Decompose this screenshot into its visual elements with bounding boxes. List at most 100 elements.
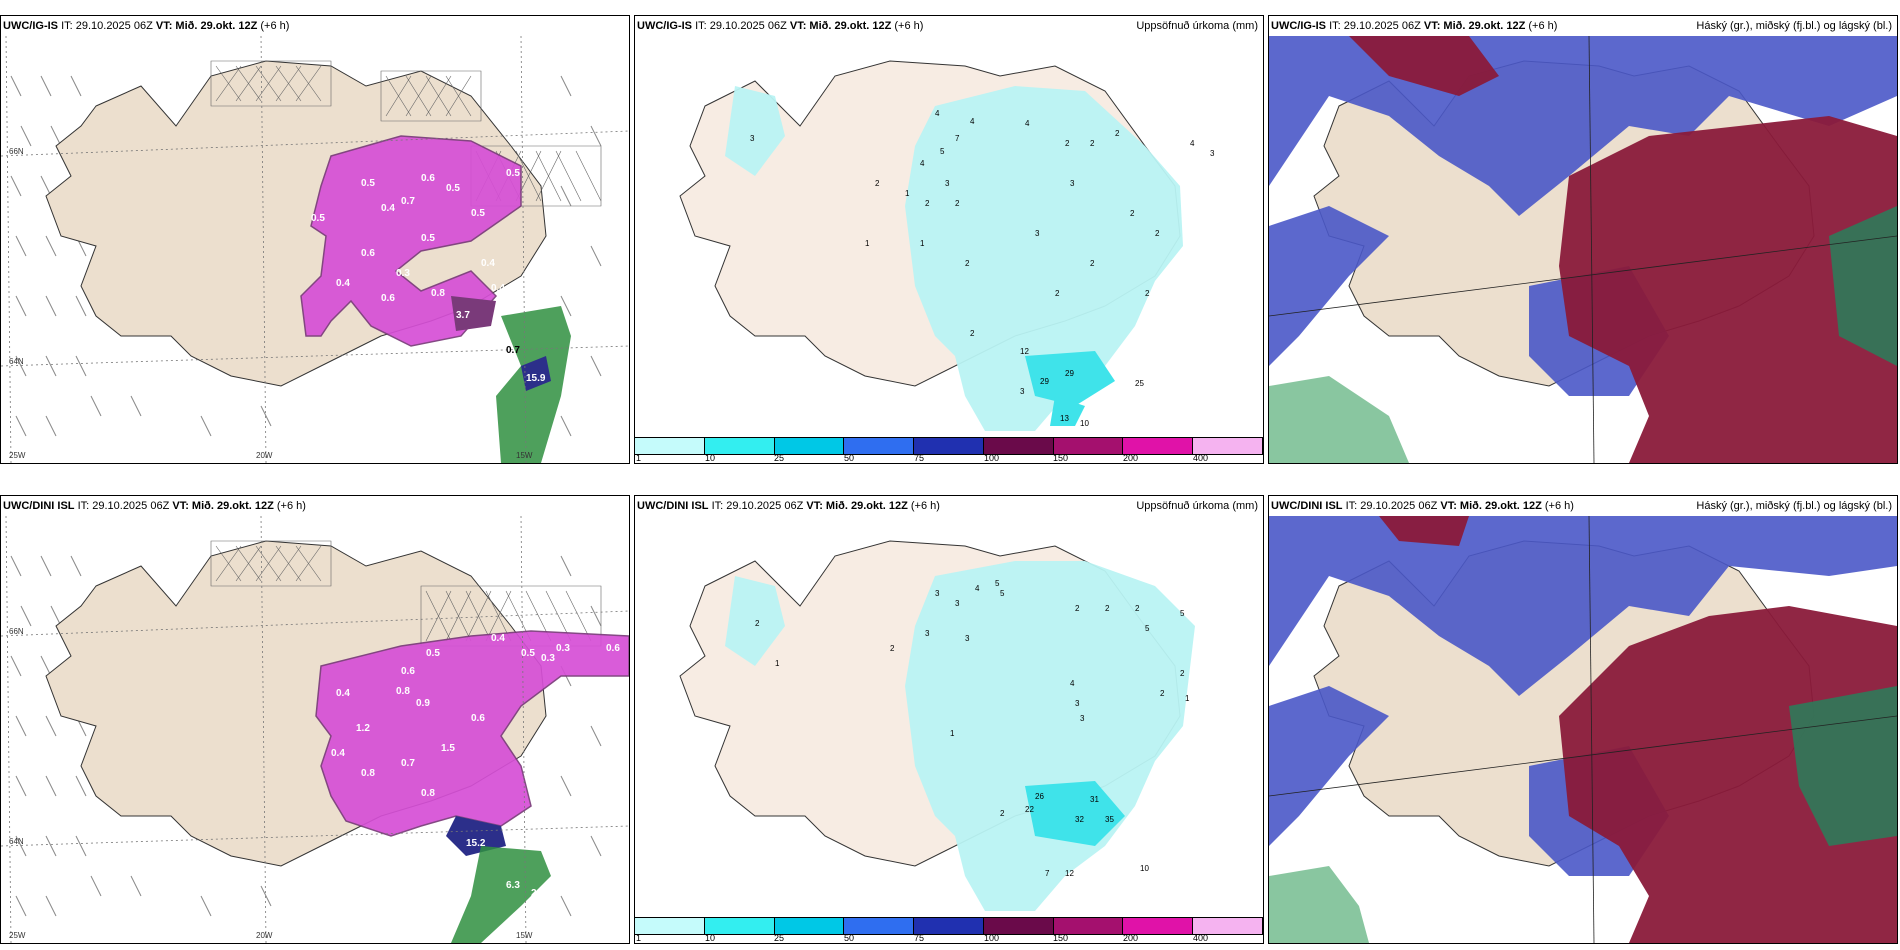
value-label: 1: [775, 659, 780, 668]
value-label: 2: [970, 329, 975, 338]
colorbar-tick: 200: [1123, 453, 1139, 463]
colorbar-tick: 50: [844, 453, 855, 463]
colorbar: 1 10 25 50 75 100 150 200 400: [635, 917, 1263, 943]
snow-values: 0.6 0.5 0.4 0.7 0.5 0.6 0.4 0.3 0.5 0.6 …: [311, 168, 546, 384]
snow-area: [300, 135, 522, 347]
snow-values: 0.4 0.5 0.6 0.8 0.9 1.2 0.6 0.4 0.3 0.5 …: [331, 633, 620, 899]
value-label: 0.5: [311, 213, 325, 224]
it-label: IT: 29.10.2025 06Z: [61, 20, 153, 32]
graticule: [1, 36, 629, 463]
value-label: 0.5: [506, 168, 520, 179]
colorbar-tick: 400: [1193, 453, 1209, 463]
value-label: 2: [1155, 229, 1160, 238]
value-label: 2: [925, 199, 930, 208]
colorbar-tick: 150: [1053, 453, 1069, 463]
lead-label: (+6 h): [910, 500, 940, 512]
precip-area: [905, 561, 1195, 911]
map-svg: [1269, 516, 1897, 943]
panel-bottom-left: UWC/DINI ISL IT: 29.10.2025 06Z VT: Mið.…: [0, 495, 630, 944]
value-label: 3: [1070, 179, 1075, 188]
value-label: 2.3: [531, 888, 545, 899]
panel-right-title: Háský (gr.), miðský (fj.bl.) og lágský (…: [1696, 20, 1892, 32]
precip-values: 3 4 4 7 5 4 2 3 2 1 2 1 1 2 3 2 3 2 2 2: [750, 109, 1215, 428]
model-label: UWC/IG-IS: [637, 20, 692, 32]
value-label: 5: [1000, 589, 1005, 598]
mid-cloud: [1269, 686, 1389, 846]
value-label: 0.4: [331, 748, 345, 759]
value-label: 0.8: [361, 768, 375, 779]
colorbar-swatch: [774, 918, 845, 934]
gridlines: [1269, 516, 1897, 943]
value-label: 35: [1105, 815, 1114, 824]
colorbar-swatch: [635, 438, 705, 454]
value-label: 0.3: [541, 653, 555, 664]
coord-label: 25W: [9, 931, 26, 940]
value-label: 4: [1070, 679, 1075, 688]
panel-right-title: Uppsöfnuð úrkoma (mm): [1136, 20, 1258, 32]
value-label: 15.6: [471, 330, 491, 341]
colorbar-tick: 1: [636, 933, 642, 943]
panel-header: UWC/IG-IS IT: 29.10.2025 06Z VT: Mið. 29…: [1269, 16, 1897, 36]
value-label: 4: [975, 584, 980, 593]
colorbar-swatch: [844, 438, 915, 454]
panel-bottom-middle: UWC/DINI ISL IT: 29.10.2025 06Z VT: Mið.…: [634, 495, 1264, 944]
cloud-map: [1269, 36, 1897, 463]
value-label: 7: [1045, 869, 1050, 878]
colorbar-swatch: [1123, 438, 1194, 454]
colorbar-tick: 10: [705, 453, 716, 463]
value-label: 15.2: [466, 838, 486, 849]
snow-dark-core: [451, 296, 496, 331]
value-label: 3: [945, 179, 950, 188]
value-label: 1: [1185, 694, 1190, 703]
value-label: 2: [1075, 604, 1080, 613]
value-label: 2: [1090, 139, 1095, 148]
value-label: 2: [1090, 259, 1095, 268]
coord-label: 15W: [516, 931, 533, 940]
value-label: 10: [1140, 864, 1149, 873]
accum-precip-map: 3 4 4 7 5 4 2 3 2 1 2 1 1 2 3 2 3 2 2 2: [635, 36, 1263, 437]
value-label: 12: [1020, 347, 1029, 356]
vt-label: VT: Mið. 29.okt. 12Z: [1440, 500, 1542, 512]
map-svg: [1269, 36, 1897, 463]
coord-label: 25W: [9, 451, 26, 460]
value-label: 2: [1115, 129, 1120, 138]
precip-values: 2 1 3 3 4 5 3 3 2 2 2 2 5 1 4 3 3 5 26 2…: [755, 579, 1190, 878]
low-cloud: [1269, 866, 1369, 943]
value-label: 2: [1130, 209, 1135, 218]
panel-top-middle: UWC/IG-IS IT: 29.10.2025 06Z VT: Mið. 29…: [634, 15, 1264, 464]
precip-area-heavy: [1025, 781, 1125, 846]
snow-wind-map: 0.4 0.5 0.6 0.8 0.9 1.2 0.6 0.4 0.3 0.5 …: [1, 516, 629, 943]
value-label: 0.8: [421, 788, 435, 799]
value-label: 2: [1105, 604, 1110, 613]
it-label: IT: 29.10.2025 06Z: [1329, 20, 1421, 32]
value-label: 29: [1040, 377, 1049, 386]
value-label: 2: [965, 259, 970, 268]
value-label: 1.5: [441, 743, 455, 754]
value-label: 6.3: [506, 880, 520, 891]
value-label: 0.3: [396, 268, 410, 279]
value-label: 0.4: [336, 278, 350, 289]
colorbar-tick: 150: [1053, 933, 1069, 943]
precip-area: [725, 86, 785, 176]
vt-label: VT: Mið. 29.okt. 12Z: [155, 20, 258, 32]
colorbar-swatch: [844, 918, 915, 934]
value-label: 4: [935, 109, 940, 118]
value-label: 2: [1145, 289, 1150, 298]
value-label: 3: [965, 634, 970, 643]
high-cloud: [1559, 606, 1897, 943]
panel-right-title: Uppsöfnuð úrkoma (mm): [1136, 500, 1258, 512]
cloud-map: [1269, 516, 1897, 943]
rain-core: [521, 356, 551, 391]
low-cloud: [1829, 206, 1897, 366]
colorbar-tick: 75: [914, 933, 925, 943]
colorbar-tick: 50: [844, 933, 855, 943]
it-label: IT: 29.10.2025 06Z: [711, 500, 804, 512]
lead-label: (+6 h): [1528, 20, 1558, 32]
value-label: 0.7: [401, 758, 415, 769]
lead-label: (+6 h): [1544, 500, 1574, 512]
value-label: 0.4: [491, 283, 505, 294]
value-label: 3: [1210, 149, 1215, 158]
colorbar-swatch: [983, 918, 1054, 934]
precip-area-heavy: [1025, 351, 1115, 406]
value-label: 22: [1025, 805, 1034, 814]
